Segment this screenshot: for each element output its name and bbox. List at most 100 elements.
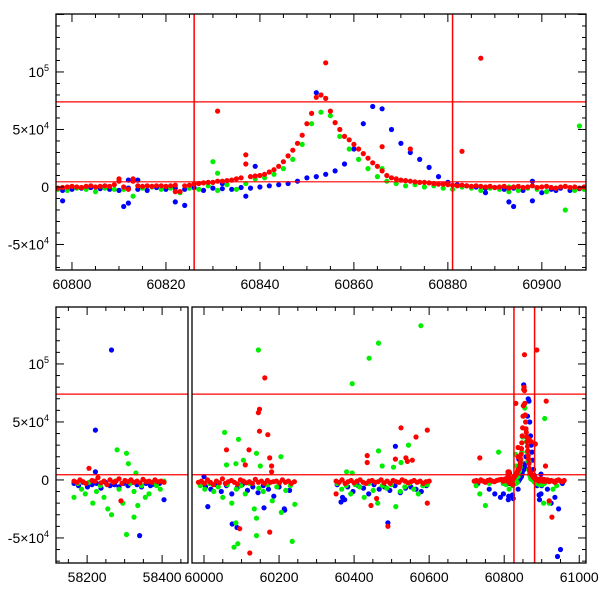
data-point-blue: [376, 486, 382, 492]
data-point-green: [356, 156, 362, 162]
data-point-red: [60, 184, 66, 191]
data-point-red: [459, 148, 465, 154]
data-point-red: [520, 184, 526, 191]
data-point-green: [473, 483, 479, 489]
data-point-blue: [338, 499, 344, 505]
data-point-green: [93, 488, 100, 495]
data-point-green: [130, 193, 136, 199]
data-point-red: [543, 183, 550, 189]
data-point-green: [123, 450, 130, 456]
data-point-red: [351, 141, 357, 147]
data-point-green: [108, 512, 115, 518]
data-point-red: [388, 175, 395, 181]
y-tick-base: 0: [41, 179, 49, 195]
data-point-red: [435, 181, 442, 187]
y-tick-exponent: 5: [44, 63, 49, 73]
data-point-red: [379, 144, 385, 150]
data-point-red: [267, 529, 273, 535]
data-point-green: [235, 541, 241, 547]
data-point-red: [299, 132, 305, 138]
data-point-red: [521, 388, 528, 394]
y-tick-exponent: 4: [44, 120, 49, 130]
data-point-green: [114, 447, 120, 453]
data-point-red: [88, 183, 94, 189]
data-point-red: [370, 160, 376, 166]
data-point-red: [233, 176, 239, 182]
data-point-red: [137, 480, 143, 486]
data-point-red: [576, 185, 583, 191]
data-point-green: [337, 133, 343, 139]
data-point-blue: [219, 186, 225, 192]
data-point-red: [501, 183, 507, 189]
data-point-red: [518, 451, 524, 457]
x-tick-label: 60800: [53, 276, 92, 292]
data-point-green: [278, 509, 284, 515]
data-point-red: [498, 476, 504, 482]
data-point-green: [233, 186, 239, 192]
plot-area: [192, 307, 586, 563]
data-point-blue: [116, 187, 122, 193]
data-point-red: [318, 92, 324, 98]
data-point-green: [125, 461, 131, 467]
data-point-blue: [229, 491, 235, 497]
data-point-red: [332, 120, 338, 126]
data-point-blue: [510, 495, 516, 502]
data-point-green: [222, 429, 228, 435]
data-point-red: [92, 478, 98, 484]
data-point-red: [262, 375, 268, 381]
x-tick-label: 60840: [240, 276, 279, 292]
data-point-green: [397, 488, 403, 495]
data-point-red: [238, 175, 244, 181]
data-point-red: [172, 189, 178, 195]
data-point-green: [224, 182, 230, 188]
data-point-green: [375, 500, 381, 506]
data-point-green: [210, 159, 216, 165]
data-point-red: [364, 453, 370, 459]
data-point-blue: [205, 504, 211, 510]
data-point-green: [542, 415, 548, 422]
data-point-blue: [238, 184, 244, 191]
series-blue: [71, 347, 167, 539]
data-point-red: [398, 425, 404, 431]
data-point-red: [468, 183, 474, 189]
data-point-green: [402, 484, 408, 490]
data-point-green: [253, 515, 260, 521]
data-point-red: [111, 182, 117, 188]
data-point-green: [220, 494, 226, 500]
x-tick-label: 60800: [485, 569, 524, 585]
x-tick-label: 60400: [335, 569, 374, 585]
data-point-red: [567, 184, 573, 191]
data-point-red: [368, 502, 374, 509]
data-point-green: [365, 166, 371, 172]
data-point-green: [299, 141, 305, 147]
data-point-red: [477, 455, 483, 461]
data-point-blue: [252, 163, 258, 169]
data-point-red: [182, 183, 188, 189]
data-point-blue: [360, 121, 366, 127]
data-point-green: [339, 486, 345, 492]
data-point-red: [200, 180, 207, 186]
data-point-green: [229, 500, 235, 506]
data-point-red: [333, 491, 339, 497]
data-point-red: [276, 163, 282, 169]
data-point-red: [393, 176, 399, 182]
data-point-red: [365, 155, 371, 161]
data-point-red: [506, 185, 512, 191]
data-point-red: [526, 456, 532, 462]
data-point-red: [522, 400, 528, 406]
data-point-red: [543, 398, 549, 404]
data-point-green: [142, 494, 148, 500]
data-point-green: [361, 494, 367, 500]
data-point-red: [409, 457, 415, 463]
data-point-red: [487, 183, 493, 189]
data-point-green: [379, 463, 385, 469]
data-point-red: [249, 480, 255, 486]
data-point-blue: [323, 171, 329, 177]
series-red: [195, 347, 567, 556]
data-point-red: [413, 434, 419, 440]
data-point-red: [417, 179, 423, 185]
data-point-red: [546, 498, 552, 504]
data-point-red: [440, 181, 446, 187]
x-tick-label: 60000: [185, 569, 224, 585]
